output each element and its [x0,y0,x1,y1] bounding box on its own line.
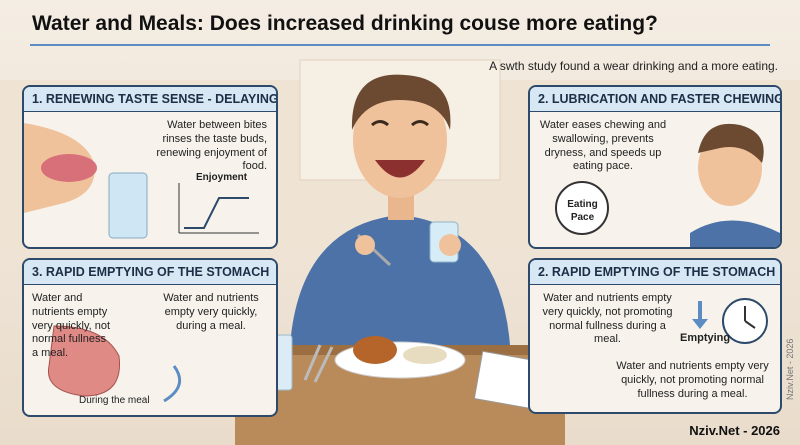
subtitle: A swth study found a wear drinking and a… [489,59,778,73]
graph-label: Enjoyment [196,172,248,183]
panel-heading: 2. LUBRICATION AND FASTER CHEWING [530,87,780,112]
icon-label: Eating Pace [567,199,598,223]
panel-art [24,123,259,239]
panel-body: Water and nutrients empty very quickly, … [163,292,259,332]
panel-body: Water eases chewing and swallowing, prev… [539,119,667,173]
panel-body: Water and nutrients empty very quickly, … [32,292,111,359]
panel-heading: 2. RAPID EMPTYING OF THE STOMACH [530,260,780,285]
panel: 2. RAPID EMPTYING OF THE STOMACH Water a… [528,258,782,414]
panel: 3. RAPID EMPTYING OF THE STOMACH Water a… [22,258,278,417]
panel: 2. LUBRICATION AND FASTER CHEWING Water … [528,85,782,249]
panel: 1. RENEWING TASTE SENSE - DELAYING SATIE… [22,85,278,249]
title: Water and Meals: Does increased drinking… [32,12,658,35]
panel-body: Water and nutrients empty very quickly, … [542,292,673,346]
caption: During the meal [79,395,150,406]
panel-art [692,298,768,344]
panel-art [555,123,780,247]
panel-art [47,325,182,403]
panel-body: Water between bites rinses the taste bud… [156,119,267,173]
panel-heading: 1. RENEWING TASTE SENSE - DELAYING SATIE… [24,87,276,112]
icon-label: Emptying [680,332,731,344]
watermark: Nziv.Net - 2026 [785,338,795,400]
footnote: Water and nutrients empty very quickly, … [616,360,769,400]
panel-heading: 3. RAPID EMPTYING OF THE STOMACH [24,260,276,285]
credit: Nziv.Net - 2026 [689,423,780,438]
